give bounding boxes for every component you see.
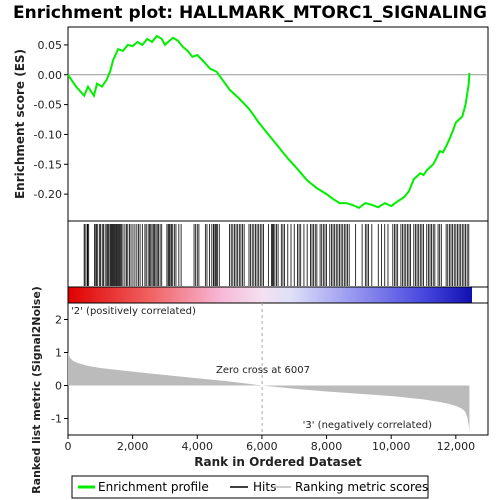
x-tick-label: 2,000: [117, 440, 149, 453]
metric-ytick-label: 2: [55, 314, 62, 327]
metric-ytick-label: 1: [55, 347, 62, 360]
x-tick-label: 12,000: [437, 440, 476, 453]
legend-box: [71, 475, 429, 499]
es-ytick-label: -0.15: [34, 158, 62, 171]
neg-corr-label: '3' (negatively correlated): [303, 420, 432, 431]
ranking-metric: [68, 352, 470, 432]
es-ytick-label: -0.05: [34, 99, 62, 112]
zero-cross-label: Zero cross at 6007: [216, 365, 310, 376]
x-axis-label: Rank in Ordered Dataset: [194, 455, 362, 469]
legend: Enrichment profile Hits Ranking metric s…: [71, 475, 429, 499]
legend-hits-label: Hits: [253, 480, 276, 494]
x-axis: 0 2,000 4,000 6,000 8,000 10,000 12,000: [65, 435, 476, 453]
es-ytick-label: 0.00: [38, 69, 63, 82]
x-tick-label: 10,000: [372, 440, 411, 453]
es-ytick-label: -0.10: [34, 128, 62, 141]
x-tick-label: 8,000: [311, 440, 343, 453]
chart-title: Enrichment plot: HALLMARK_MTORC1_SIGNALI…: [13, 3, 487, 23]
es-panel: [67, 26, 489, 222]
es-ytick-label: -0.20: [34, 188, 62, 201]
y-axis-label-es: Enrichment score (ES): [13, 49, 27, 199]
es-axis: 0.05 0.00 -0.05 -0.10 -0.15 -0.20: [34, 39, 68, 201]
y-axis-label-metric: Ranked list metric (Signal2Noise): [30, 286, 43, 494]
es-ytick-label: 0.05: [38, 39, 63, 52]
x-tick-label: 6,000: [246, 440, 278, 453]
x-tick-label: 4,000: [182, 440, 214, 453]
rank-colorbar: [68, 287, 472, 303]
es-profile-line: [67, 34, 471, 210]
metric-ytick-label: 0: [55, 380, 62, 393]
metric-area: [68, 352, 470, 432]
legend-metric-label: Ranking metric scores: [295, 480, 428, 494]
gene-hits: [83, 224, 470, 286]
metric-ytick-label: -1: [51, 413, 62, 426]
legend-es-label: Enrichment profile: [98, 480, 209, 494]
pos-corr-label: '2' (positively correlated): [71, 306, 196, 317]
metric-axis: 2 1 0 -1: [51, 314, 68, 426]
x-tick-label: 0: [65, 440, 72, 453]
